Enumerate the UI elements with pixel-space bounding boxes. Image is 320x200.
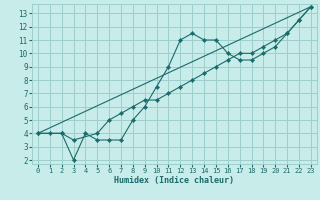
X-axis label: Humidex (Indice chaleur): Humidex (Indice chaleur): [115, 176, 234, 185]
